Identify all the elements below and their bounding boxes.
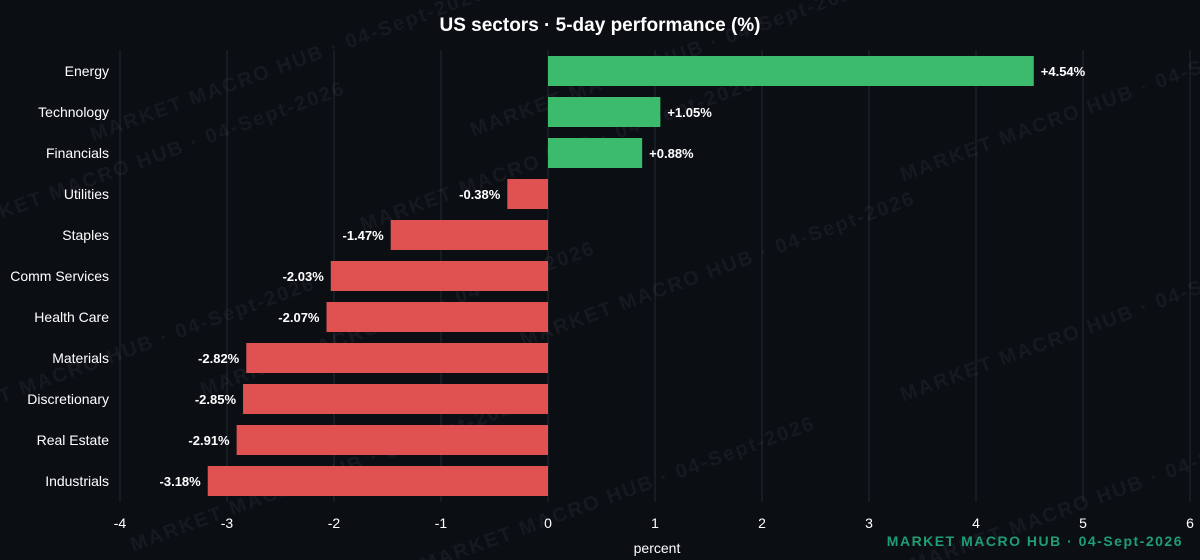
data-label: -2.03% (283, 269, 325, 284)
data-label: -2.85% (195, 392, 237, 407)
x-tick-label: 5 (1079, 515, 1087, 531)
data-label: -0.38% (459, 187, 501, 202)
data-label: -2.82% (198, 351, 240, 366)
x-tick-label: 2 (758, 515, 766, 531)
x-axis-title: percent (634, 540, 681, 556)
watermark-text: MARKET MACRO HUB · 04-Sept-2026 (897, 22, 1200, 186)
bar-industrials (207, 466, 549, 496)
bar-real-estate (236, 425, 548, 455)
x-tick-label: -2 (328, 515, 341, 531)
category-labels: Energy Technology Financials Utilities Stapl… (10, 63, 109, 489)
bar-materials (246, 343, 548, 373)
data-labels: +4.54% +1.05% +0.88% -0.38% -1.47% -2.03% -2.0… (160, 64, 1086, 489)
category-label: Industrials (45, 473, 109, 489)
bar-health-care (326, 302, 548, 332)
x-tick-label: 3 (865, 515, 873, 531)
category-label: Discretionary (27, 391, 109, 407)
data-label: -2.91% (188, 433, 230, 448)
x-tick-label: -1 (435, 515, 448, 531)
data-label: -3.18% (160, 474, 202, 489)
x-tick-labels: -4 -3 -2 -1 0 1 2 3 4 5 6 (114, 515, 1194, 531)
category-label: Technology (38, 104, 109, 120)
data-label: +1.05% (667, 105, 712, 120)
bar-technology (548, 97, 661, 127)
x-tick-label: 4 (972, 515, 980, 531)
x-tick-label: 6 (1186, 515, 1194, 531)
bar-staples (390, 220, 548, 250)
chart-title: US sectors · 5-day performance (%) (440, 15, 761, 36)
x-tick-label: 0 (544, 515, 552, 531)
category-label: Real Estate (37, 432, 110, 448)
watermark-text: MARKET MACRO HUB · 04-Sept-2026 (897, 242, 1200, 406)
data-label: -1.47% (343, 228, 385, 243)
bar-utilities (507, 179, 548, 209)
category-label: Materials (52, 350, 109, 366)
x-tick-label: 1 (651, 515, 659, 531)
data-label: +0.88% (649, 146, 694, 161)
category-label: Utilities (64, 186, 109, 202)
bar-discretionary (243, 384, 549, 414)
watermark-text: MARKET MACRO HUB · 04-Sept-2026 (87, 0, 488, 146)
bar-energy (548, 56, 1034, 86)
data-label: +4.54% (1041, 64, 1086, 79)
category-label: Staples (62, 227, 109, 243)
category-label: Financials (46, 145, 109, 161)
x-tick-label: -3 (221, 515, 234, 531)
x-tick-label: -4 (114, 515, 127, 531)
category-label: Energy (65, 63, 109, 79)
category-label: Comm Services (10, 268, 109, 284)
bar-comm-services (330, 261, 548, 291)
data-label: -2.07% (278, 310, 320, 325)
watermark-text: MARKET MACRO HUB · 04-Sept-2026 (517, 187, 918, 351)
bars (207, 56, 1034, 496)
footer-brand: MARKET MACRO HUB · 04-Sept-2026 (887, 533, 1183, 549)
bar-financials (548, 138, 643, 168)
category-label: Health Care (34, 309, 109, 325)
